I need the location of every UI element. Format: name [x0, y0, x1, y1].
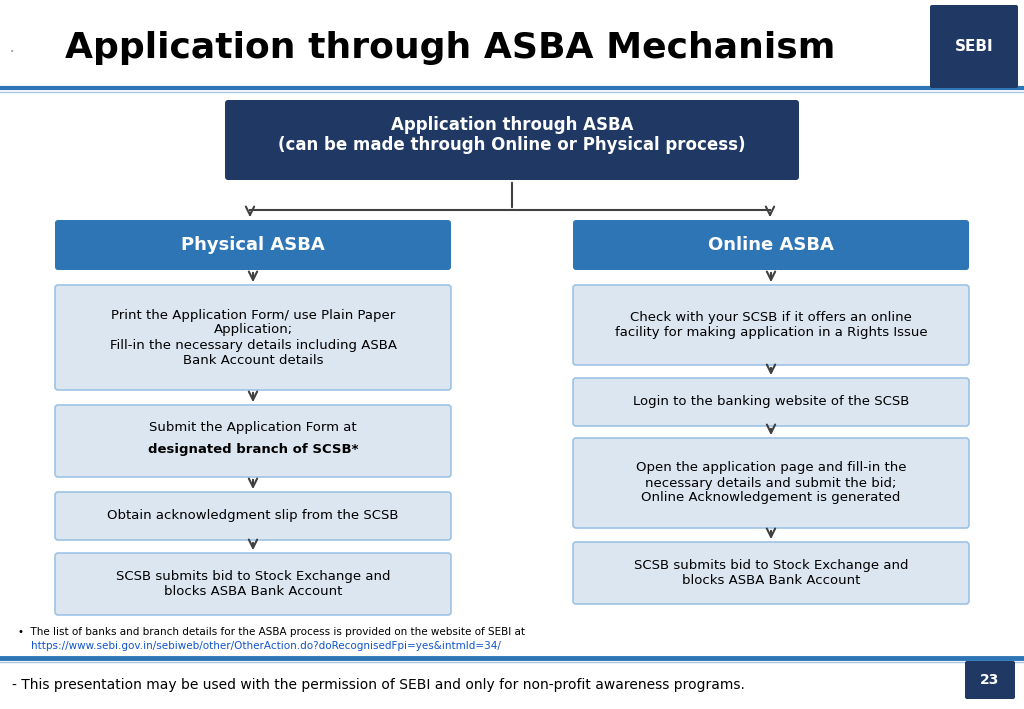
Text: https://www.sebi.gov.in/sebiweb/other/OtherAction.do?doRecognisedFpi=yes&intmId=: https://www.sebi.gov.in/sebiweb/other/Ot…	[18, 641, 501, 651]
Text: Submit the Application Form at: Submit the Application Form at	[150, 420, 356, 433]
FancyBboxPatch shape	[55, 553, 451, 615]
Text: SCSB submits bid to Stock Exchange and
blocks ASBA Bank Account: SCSB submits bid to Stock Exchange and b…	[116, 570, 390, 598]
FancyBboxPatch shape	[930, 5, 1018, 88]
Text: Online ASBA: Online ASBA	[708, 236, 834, 254]
FancyBboxPatch shape	[55, 220, 451, 270]
FancyBboxPatch shape	[225, 100, 799, 180]
FancyBboxPatch shape	[573, 220, 969, 270]
Text: - This presentation may be used with the permission of SEBI and only for non-pro: - This presentation may be used with the…	[12, 678, 744, 692]
Text: •  The list of banks and branch details for the ASBA process is provided on the : • The list of banks and branch details f…	[18, 627, 525, 637]
FancyBboxPatch shape	[573, 542, 969, 604]
Text: ·: ·	[9, 43, 15, 62]
FancyBboxPatch shape	[573, 438, 969, 528]
Text: Print the Application Form/ use Plain Paper
Application;
Fill-in the necessary d: Print the Application Form/ use Plain Pa…	[110, 308, 396, 367]
FancyBboxPatch shape	[573, 285, 969, 365]
Text: Physical ASBA: Physical ASBA	[181, 236, 325, 254]
Text: Application through ASBA
(can be made through Online or Physical process): Application through ASBA (can be made th…	[279, 116, 745, 155]
Text: designated branch of SCSB*: designated branch of SCSB*	[147, 442, 358, 455]
FancyBboxPatch shape	[55, 492, 451, 540]
FancyBboxPatch shape	[55, 285, 451, 390]
Text: Application through ASBA Mechanism: Application through ASBA Mechanism	[65, 31, 836, 65]
FancyBboxPatch shape	[55, 405, 451, 477]
Text: Login to the banking website of the SCSB: Login to the banking website of the SCSB	[633, 396, 909, 408]
Text: SEBI: SEBI	[954, 39, 993, 54]
Text: 23: 23	[980, 673, 999, 687]
Text: Obtain acknowledgment slip from the SCSB: Obtain acknowledgment slip from the SCSB	[108, 510, 398, 523]
Text: SCSB submits bid to Stock Exchange and
blocks ASBA Bank Account: SCSB submits bid to Stock Exchange and b…	[634, 559, 908, 587]
Text: Check with your SCSB if it offers an online
facility for making application in a: Check with your SCSB if it offers an onl…	[614, 311, 928, 339]
Text: Open the application page and fill-in the
necessary details and submit the bid;
: Open the application page and fill-in th…	[636, 462, 906, 505]
FancyBboxPatch shape	[965, 661, 1015, 699]
FancyBboxPatch shape	[573, 378, 969, 426]
